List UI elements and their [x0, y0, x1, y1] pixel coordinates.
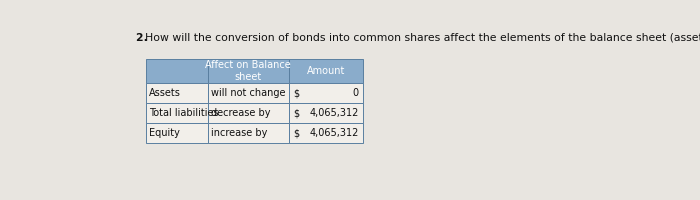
Text: Amount: Amount [307, 66, 345, 76]
Text: 4,065,312: 4,065,312 [309, 108, 358, 118]
Bar [289, 103, 363, 123]
Bar [289, 59, 363, 83]
Bar [289, 83, 363, 103]
Bar [208, 123, 289, 143]
Bar [146, 123, 208, 143]
Text: 4,065,312: 4,065,312 [309, 128, 358, 138]
Text: $: $ [294, 88, 300, 98]
Text: Assets: Assets [148, 88, 181, 98]
Text: increase by: increase by [211, 128, 267, 138]
Text: will not change: will not change [211, 88, 285, 98]
Text: Affect on Balance
sheet: Affect on Balance sheet [205, 60, 291, 82]
Bar [208, 59, 289, 83]
Bar [146, 59, 208, 83]
Text: 0: 0 [353, 88, 358, 98]
Text: Equity: Equity [148, 128, 180, 138]
Text: $: $ [294, 128, 300, 138]
Text: Total liabilities: Total liabilities [148, 108, 218, 118]
Bar [208, 83, 289, 103]
Bar [208, 103, 289, 123]
Bar [146, 83, 208, 103]
Bar [146, 103, 208, 123]
Text: decrease by: decrease by [211, 108, 270, 118]
Text: 2.: 2. [136, 33, 151, 43]
Text: How will the conversion of bonds into common shares affect the elements of the b: How will the conversion of bonds into co… [145, 33, 700, 43]
Bar [289, 123, 363, 143]
Text: $: $ [294, 108, 300, 118]
